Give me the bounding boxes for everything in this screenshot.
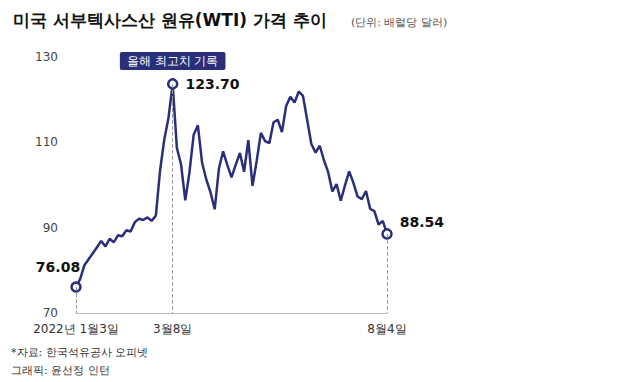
svg-text:2022년 1월3일: 2022년 1월3일 (33, 322, 119, 336)
svg-text:3월8일: 3월8일 (153, 322, 192, 336)
svg-text:76.08: 76.08 (36, 259, 80, 275)
svg-text:올해 최고치 기록: 올해 최고치 기록 (127, 54, 219, 68)
svg-text:그래픽: 윤선정 인턴: 그래픽: 윤선정 인턴 (11, 364, 110, 377)
svg-text:123.70: 123.70 (185, 76, 239, 92)
svg-text:90: 90 (43, 221, 58, 235)
svg-text:(단위: 배럴당 달러): (단위: 배럴당 달러) (351, 16, 447, 29)
svg-text:*자료: 한국석유공사 오피넷: *자료: 한국석유공사 오피넷 (11, 346, 148, 359)
svg-text:미국 서부텍사스산 원유(WTI) 가격 추이: 미국 서부텍사스산 원유(WTI) 가격 추이 (13, 10, 327, 30)
svg-text:130: 130 (35, 50, 58, 64)
svg-text:88.54: 88.54 (400, 214, 445, 230)
svg-text:70: 70 (43, 306, 58, 320)
svg-text:8월4일: 8월4일 (367, 322, 406, 336)
svg-text:110: 110 (35, 135, 58, 149)
